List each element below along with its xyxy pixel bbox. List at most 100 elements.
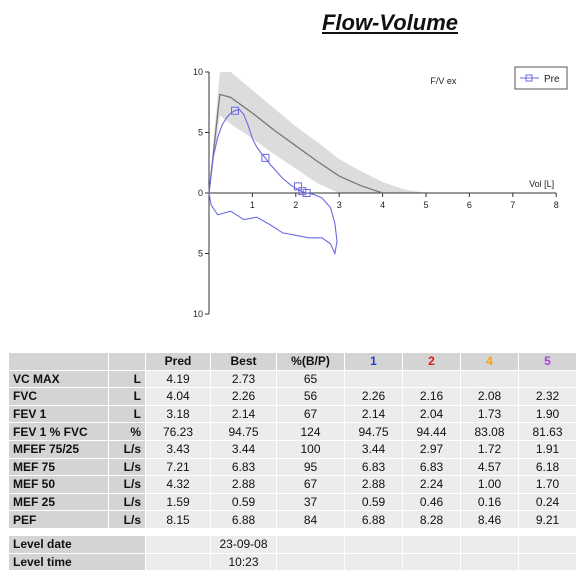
table-row: MEF 25 L/s 1.59 0.59 37 0.59 0.46 0.16 0.24 [8, 492, 577, 512]
row-label: MEF 25 [8, 492, 109, 512]
legend-box [514, 66, 568, 90]
level-value: 23-09-08 [210, 534, 277, 554]
chart-annotation: F/V ex [430, 76, 457, 86]
table-cell: 1.90 [518, 404, 577, 424]
table-cell: 2.24 [402, 475, 461, 494]
predicted-curve [208, 93, 383, 194]
x-tick-label: 5 [423, 200, 428, 210]
pre-data-point [231, 106, 240, 115]
legend-marker [525, 74, 533, 82]
table-cell: 9.21 [518, 510, 577, 529]
table-cell [344, 552, 403, 572]
table-cell: 8.28 [402, 510, 461, 529]
pre-inspiratory-curve [208, 192, 338, 256]
row-label: FVC [8, 387, 109, 406]
table-row: MEF 75 L/s 7.21 6.83 95 6.83 6.83 4.57 6.18 [8, 457, 577, 477]
table-cell: 1.73 [460, 404, 519, 424]
table-cell: 3.44 [344, 439, 403, 459]
table-cell [402, 369, 461, 389]
level-row: Level time 10:23 [8, 552, 577, 572]
table-cell: 2.97 [402, 439, 461, 459]
table-cell: 1.59 [145, 492, 211, 512]
table-cell: 81.63 [518, 422, 577, 441]
table-cell: 2.14 [344, 404, 403, 424]
row-label: VC MAX [8, 369, 109, 389]
row-unit: L [108, 404, 146, 424]
table-cell [276, 534, 345, 554]
table-cell: 94.44 [402, 422, 461, 441]
y-tick-label: 5 [198, 249, 203, 259]
table-cell: 67 [276, 475, 345, 494]
table-row: VC MAX L 4.19 2.73 65 [8, 369, 577, 389]
table-cell: 2.73 [210, 369, 277, 389]
column-header [8, 352, 109, 371]
spacer-cell [8, 527, 109, 536]
spacer-cell [210, 527, 277, 536]
table-cell: 6.83 [402, 457, 461, 477]
spacer-cell [460, 527, 519, 536]
x-tick-label: 1 [250, 200, 255, 210]
x-tick-label: 6 [467, 200, 472, 210]
table-cell: 2.08 [460, 387, 519, 406]
table-row: FEV 1 L 3.18 2.14 67 2.14 2.04 1.73 1.90 [8, 404, 577, 424]
spacer-cell [402, 527, 461, 536]
table-cell: 3.44 [210, 439, 277, 459]
x-tick-label: 7 [510, 200, 515, 210]
table-cell [276, 552, 345, 572]
column-header: Best [210, 352, 277, 371]
table-cell: 2.26 [210, 387, 277, 406]
row-unit: L/s [108, 439, 146, 459]
column-header: 1 [344, 352, 403, 371]
table-cell: 6.88 [210, 510, 277, 529]
table-cell: 124 [276, 422, 345, 441]
table-cell: 1.72 [460, 439, 519, 459]
table-cell [145, 534, 211, 554]
row-unit: L [108, 369, 146, 389]
row-label: FEV 1 [8, 404, 109, 424]
row-label: MEF 75 [8, 457, 109, 477]
table-cell: 2.04 [402, 404, 461, 424]
table-cell: 4.57 [460, 457, 519, 477]
row-unit: L [108, 387, 146, 406]
table-cell: 84 [276, 510, 345, 529]
table-cell: 65 [276, 369, 345, 389]
x-tick-label: 3 [337, 200, 342, 210]
column-header: 4 [460, 352, 519, 371]
x-tick-label: 2 [293, 200, 298, 210]
table-cell [460, 369, 519, 389]
flow-volume-chart: 10 5 0 5 10 1 2 3 4 5 6 7 8 Vol [L] F/V ex Pre [193, 66, 568, 319]
table-cell: 2.26 [344, 387, 403, 406]
y-tick-label: 0 [198, 188, 203, 198]
table-cell: 95 [276, 457, 345, 477]
table-cell: 4.19 [145, 369, 211, 389]
table-cell [460, 534, 519, 554]
table-cell: 0.16 [460, 492, 519, 512]
column-header: %(B/P) [276, 352, 345, 371]
row-label: MFEF 75/25 [8, 439, 109, 459]
pre-data-point [298, 187, 307, 196]
level-row: Level date 23-09-08 [8, 534, 577, 554]
y-tick-label: 5 [198, 128, 203, 138]
table-cell: 7.21 [145, 457, 211, 477]
level-label: Level time [8, 552, 146, 572]
table-cell: 6.83 [344, 457, 403, 477]
table-cell: 1.70 [518, 475, 577, 494]
spacer-cell [276, 527, 345, 536]
table-cell: 4.32 [145, 475, 211, 494]
table-cell: 6.83 [210, 457, 277, 477]
table-cell: 0.59 [210, 492, 277, 512]
table-cell: 67 [276, 404, 345, 424]
table-cell [460, 552, 519, 572]
level-value: 10:23 [210, 552, 277, 572]
table-row: FVC L 4.04 2.26 56 2.26 2.16 2.08 2.32 [8, 387, 577, 406]
table-cell: 6.18 [518, 457, 577, 477]
row-label: MEF 50 [8, 475, 109, 494]
row-unit: L/s [108, 510, 146, 529]
table-cell: 2.32 [518, 387, 577, 406]
row-unit: L/s [108, 475, 146, 494]
table-cell [344, 369, 403, 389]
spacer-cell [145, 527, 211, 536]
table-cell: 37 [276, 492, 345, 512]
x-axis-label: Vol [L] [529, 179, 554, 189]
table-cell [518, 534, 577, 554]
